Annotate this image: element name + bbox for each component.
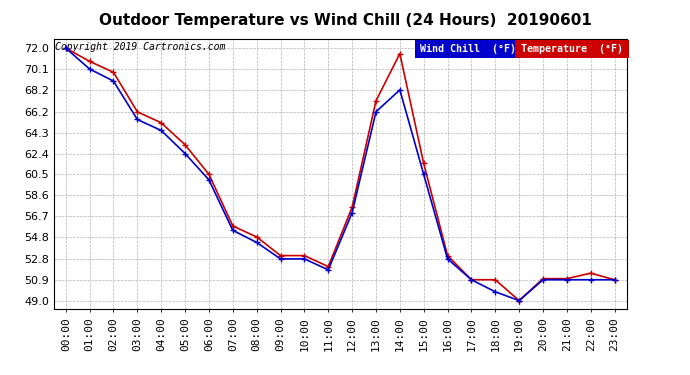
FancyBboxPatch shape bbox=[415, 40, 520, 58]
FancyBboxPatch shape bbox=[515, 40, 629, 58]
Text: Wind Chill  (°F): Wind Chill (°F) bbox=[420, 44, 515, 54]
Text: Temperature  (°F): Temperature (°F) bbox=[521, 44, 623, 54]
Text: Copyright 2019 Cartronics.com: Copyright 2019 Cartronics.com bbox=[55, 42, 226, 52]
Text: Outdoor Temperature vs Wind Chill (24 Hours)  20190601: Outdoor Temperature vs Wind Chill (24 Ho… bbox=[99, 13, 591, 28]
